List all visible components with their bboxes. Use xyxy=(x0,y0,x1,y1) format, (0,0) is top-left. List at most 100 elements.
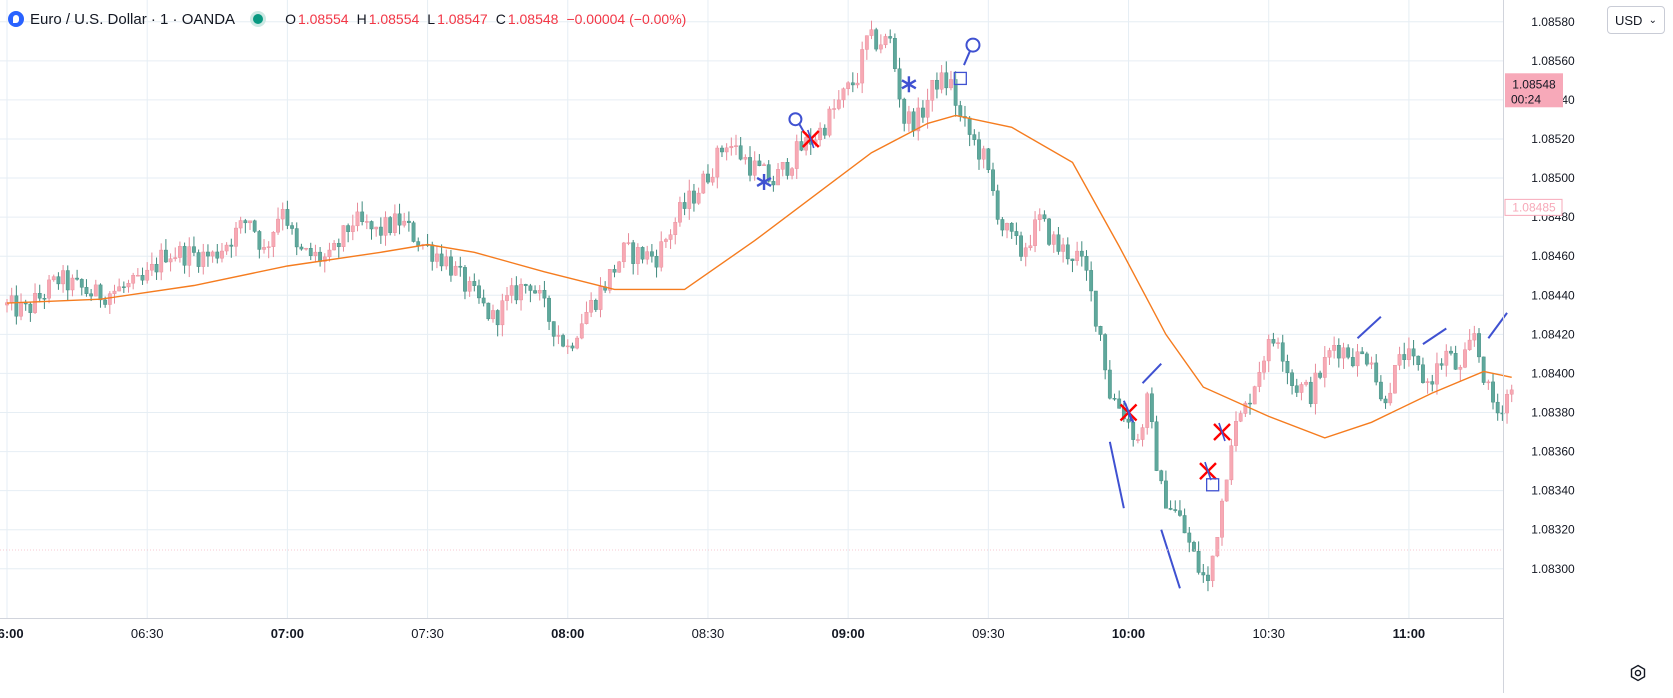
candle-body xyxy=(1369,362,1374,365)
trend-line[interactable] xyxy=(1122,400,1135,423)
trend-line[interactable] xyxy=(1356,316,1382,339)
candle-body xyxy=(336,243,341,247)
candle-body xyxy=(28,303,33,313)
circle-marker-stem[interactable] xyxy=(798,123,805,132)
candle-body xyxy=(631,242,636,264)
trend-line[interactable] xyxy=(1422,327,1447,345)
candle-body xyxy=(1224,479,1229,502)
circle-marker-stem[interactable] xyxy=(963,50,971,66)
candle-body xyxy=(1229,445,1234,481)
candle-body xyxy=(168,258,173,263)
candle-body xyxy=(33,293,37,313)
candle-body xyxy=(1070,258,1075,261)
candle-body xyxy=(1000,219,1005,231)
candle-body xyxy=(1449,350,1453,354)
cross-marker[interactable] xyxy=(1199,461,1217,481)
candle-body xyxy=(308,248,313,256)
candle-body xyxy=(467,281,472,292)
asterisk-marker[interactable] xyxy=(756,173,772,190)
candle-body xyxy=(836,99,841,109)
candle-body xyxy=(322,256,327,262)
candle-body xyxy=(673,221,678,235)
candle-body xyxy=(374,226,379,230)
candle-body xyxy=(149,263,154,271)
candle-body xyxy=(706,173,710,183)
candle-body xyxy=(850,82,855,86)
candle-body xyxy=(505,295,509,301)
y-tick-label: 1.08380 xyxy=(1531,405,1575,419)
candle-body xyxy=(1266,339,1271,362)
candle-body xyxy=(103,299,108,305)
candle-body xyxy=(252,220,257,232)
candle-body xyxy=(1318,372,1323,378)
candle-body xyxy=(486,302,491,320)
candle-body xyxy=(921,107,925,118)
square-marker[interactable] xyxy=(953,71,967,86)
grid xyxy=(0,0,1503,618)
candle-body xyxy=(294,228,299,248)
candle-body xyxy=(1374,362,1379,383)
candle-body xyxy=(1467,339,1472,350)
candle-body xyxy=(1402,354,1407,360)
candle-body xyxy=(477,285,481,299)
candle-body xyxy=(967,117,972,135)
candle-body xyxy=(1313,372,1318,404)
candle-body xyxy=(1355,351,1360,367)
circle-marker[interactable] xyxy=(965,37,981,53)
candle-body xyxy=(458,265,463,268)
cross-marker[interactable] xyxy=(801,129,820,149)
low-label: L xyxy=(427,11,436,27)
candle-body xyxy=(332,243,337,251)
candle-body xyxy=(617,261,622,273)
asterisk-marker[interactable] xyxy=(901,76,917,93)
candle-body xyxy=(1472,333,1477,341)
candle-body xyxy=(257,231,262,250)
x-tick-label: 09:30 xyxy=(972,626,1005,641)
candle-body xyxy=(1505,394,1509,414)
candle-body xyxy=(1051,234,1056,245)
candle-body xyxy=(986,148,991,170)
candle-body xyxy=(444,256,449,267)
settings-gear-icon[interactable] xyxy=(1629,664,1647,682)
candle-body xyxy=(75,277,80,280)
candle-body xyxy=(402,220,407,226)
candle-body xyxy=(710,176,715,183)
trend-line[interactable] xyxy=(1160,529,1181,589)
symbol-legend[interactable]: Euro / U.S. Dollar · 1 · OANDA O 1.08554… xyxy=(8,8,686,30)
candle-body xyxy=(1126,418,1131,423)
candle-body xyxy=(846,82,851,89)
candle-body xyxy=(696,192,701,204)
y-tick-label: 1.08360 xyxy=(1531,445,1575,459)
candle-body xyxy=(355,211,360,227)
candle-body xyxy=(154,263,159,273)
candle-body xyxy=(1033,219,1037,246)
trend-line[interactable] xyxy=(1108,441,1125,509)
x-tick-label: 08:00 xyxy=(551,626,584,641)
candle-body xyxy=(1005,223,1009,231)
symbol-title[interactable]: Euro / U.S. Dollar · 1 · OANDA xyxy=(30,10,236,28)
candle-body xyxy=(1336,345,1341,359)
candle-body xyxy=(547,297,551,322)
candle-body xyxy=(435,253,439,262)
currency-selector[interactable]: USD ⌄ xyxy=(1607,6,1665,34)
candle-body xyxy=(1294,385,1299,393)
candle-body xyxy=(1238,413,1243,422)
x-tick-label: 10:30 xyxy=(1252,626,1285,641)
candle-body xyxy=(949,79,953,89)
candle-body xyxy=(1084,256,1089,271)
cross-marker[interactable] xyxy=(1213,422,1231,442)
drawings[interactable] xyxy=(756,37,1508,589)
square-marker[interactable] xyxy=(1205,478,1220,492)
candle-body xyxy=(1103,334,1108,371)
chevron-down-icon: ⌄ xyxy=(1648,14,1657,26)
trend-line[interactable] xyxy=(1141,362,1162,384)
candle-body xyxy=(794,141,799,169)
circle-marker[interactable] xyxy=(788,112,803,127)
candle-body xyxy=(1112,398,1117,400)
candle-body xyxy=(1019,235,1023,257)
candle-body xyxy=(9,295,14,303)
candle-body xyxy=(1135,439,1140,441)
low-value: 1.08547 xyxy=(437,11,488,27)
